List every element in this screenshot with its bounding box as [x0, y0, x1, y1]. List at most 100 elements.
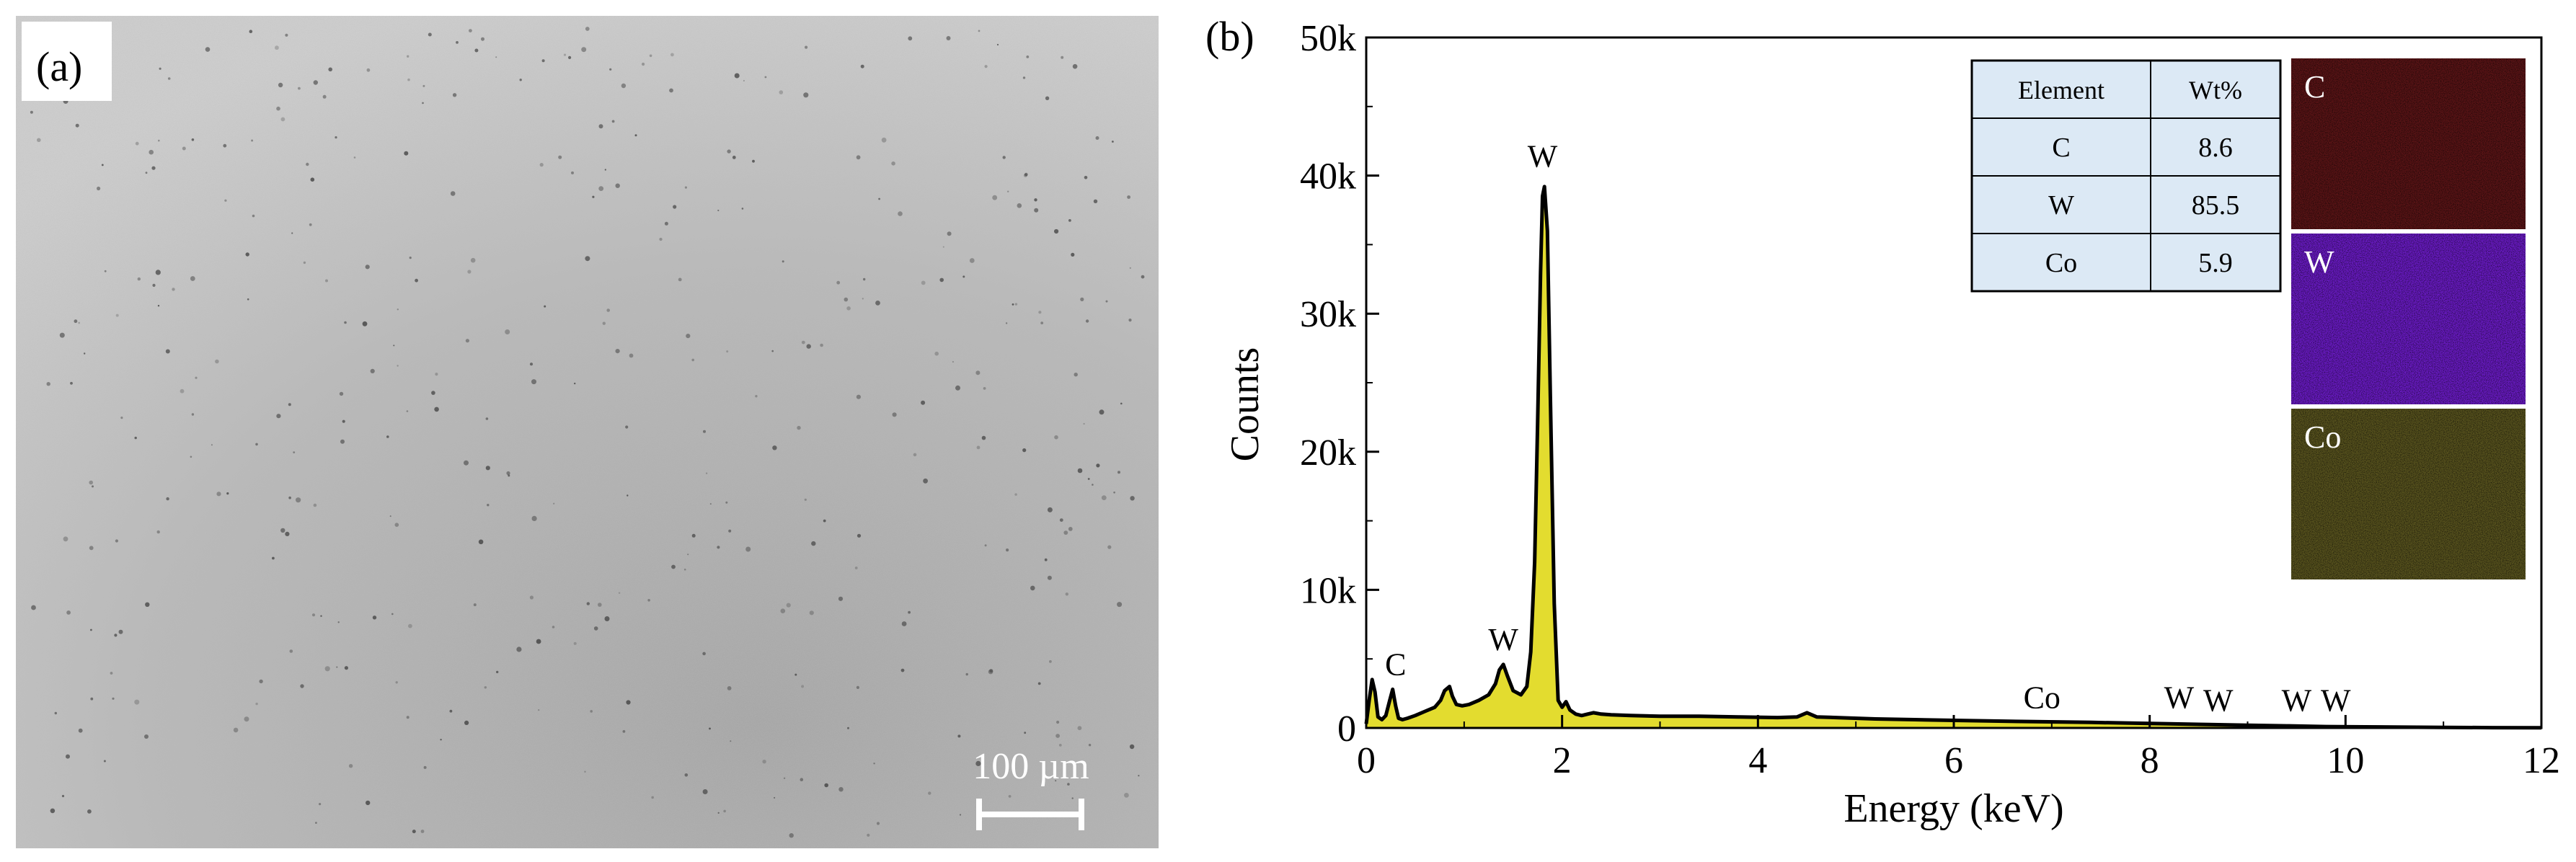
sem-speck [683, 568, 686, 571]
table-cell: C [2052, 133, 2070, 163]
x-axis: 0 2 4 6 8 10 12 [1357, 715, 2560, 781]
sem-speck [205, 47, 211, 52]
sem-speck [172, 288, 175, 291]
sem-speck [340, 439, 345, 444]
sem-speck [745, 546, 751, 552]
sem-speck [691, 358, 694, 362]
sem-speck [838, 596, 844, 601]
x-tick-label: 2 [1553, 740, 1572, 781]
sem-speck [585, 27, 590, 31]
x-tick-label: 8 [2141, 740, 2159, 781]
sem-speck [1117, 602, 1123, 608]
sem-speck [975, 760, 981, 766]
sem-speck [1008, 795, 1012, 798]
sem-speck [223, 143, 227, 148]
sem-speck [771, 350, 774, 352]
sem-speck [1117, 471, 1120, 474]
sem-speck [978, 30, 981, 32]
sem-speck [592, 195, 595, 198]
sem-speck [732, 156, 736, 159]
sem-speck [1022, 448, 1027, 453]
sem-speck [1068, 219, 1071, 222]
sem-speck [604, 169, 606, 171]
sem-speck [137, 277, 141, 281]
sem-speck [1087, 478, 1090, 480]
sem-speck [158, 139, 160, 142]
element-map-texture [2291, 409, 2526, 579]
sem-speck [366, 800, 371, 806]
sem-speck [923, 478, 928, 484]
sem-speck [505, 329, 510, 334]
sem-speck [342, 419, 345, 423]
sem-speck [854, 566, 858, 569]
sem-speck [541, 59, 545, 63]
sem-speck [1099, 409, 1105, 415]
sem-speck [598, 603, 602, 607]
sem-speck [981, 435, 986, 440]
sem-speck [244, 716, 249, 722]
sem-speck [469, 29, 472, 32]
sem-speck [313, 80, 318, 85]
sem-speck [625, 425, 629, 429]
sem-speck [516, 646, 522, 652]
sem-speck [87, 809, 92, 814]
sem-speck [876, 822, 880, 825]
sem-speck [563, 53, 567, 56]
sem-speck [846, 306, 851, 311]
sem-speck [1071, 797, 1074, 799]
sem-speck [216, 492, 221, 497]
element-map-label: C [2304, 69, 2325, 105]
sem-speck [215, 359, 219, 364]
sem-speck [508, 474, 510, 477]
sem-speck [1045, 96, 1050, 100]
sem-speck [969, 258, 975, 263]
sem-speck [598, 186, 604, 191]
sem-speck [734, 73, 740, 79]
sem-speck [191, 138, 195, 141]
x-tick-label: 0 [1357, 740, 1376, 781]
sem-speck [908, 36, 913, 41]
sem-speck [983, 387, 986, 390]
sem-speck [856, 394, 861, 399]
sem-speck [921, 400, 926, 405]
sem-speck [431, 391, 435, 395]
sem-speck [824, 783, 828, 788]
sem-speck [120, 417, 123, 419]
sem-speck [467, 270, 472, 274]
sem-speck [155, 270, 161, 275]
table-cell: Co [2045, 248, 2077, 278]
sem-speck [1034, 198, 1037, 202]
sem-speck [584, 770, 586, 773]
sem-speck [856, 155, 861, 160]
sem-speck [495, 56, 497, 58]
sem-speck [604, 616, 610, 621]
sem-speck [30, 110, 33, 114]
sem-speck [247, 298, 249, 301]
x-tick-label: 12 [2523, 740, 2560, 781]
sem-speck [335, 136, 337, 139]
sem-speck [962, 275, 965, 278]
sem-speck [723, 809, 726, 813]
sem-speck [324, 666, 330, 672]
sem-speck [797, 425, 801, 430]
sem-speck [1058, 744, 1062, 747]
sem-speck [705, 472, 708, 474]
sem-speck [862, 298, 864, 300]
sem-speck [59, 332, 65, 338]
sem-speck [717, 209, 720, 212]
sem-speck [422, 102, 424, 105]
sem-speck [609, 68, 612, 71]
element-map-texture [2291, 58, 2526, 229]
sem-speck [593, 626, 598, 631]
sem-speck [291, 232, 293, 234]
sem-speck [984, 65, 988, 68]
sem-speck [134, 436, 137, 440]
sem-speck [89, 546, 94, 551]
sem-speck [328, 67, 333, 72]
sem-speck [538, 709, 540, 711]
sem-speck [1068, 527, 1073, 531]
peak-label: W [2282, 683, 2312, 719]
sem-speck [552, 626, 555, 628]
panel-a-label: (a) [36, 43, 82, 90]
sem-speck [1065, 592, 1069, 596]
